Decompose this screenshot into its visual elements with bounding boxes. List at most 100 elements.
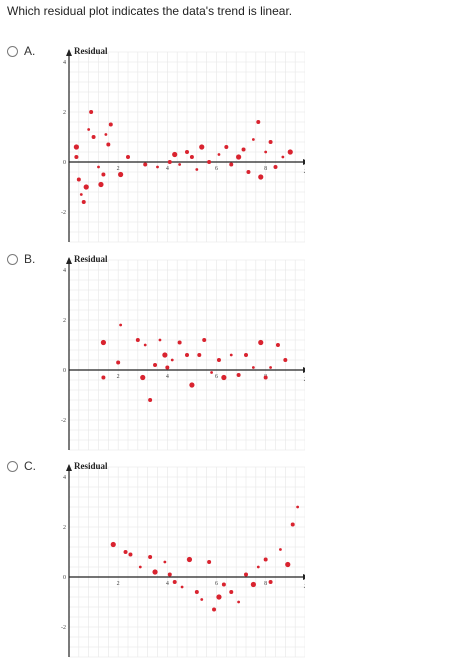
data-point xyxy=(143,162,148,167)
data-point xyxy=(135,338,140,342)
x-tick-label: 2 xyxy=(117,581,120,587)
data-point xyxy=(186,556,193,563)
data-point xyxy=(158,338,162,342)
data-point xyxy=(189,155,194,159)
data-point xyxy=(202,338,207,342)
y-tick-label: 0 xyxy=(63,160,66,166)
data-point xyxy=(210,371,213,374)
y-axis-arrow xyxy=(66,464,72,471)
data-point xyxy=(290,522,295,527)
data-point xyxy=(106,142,111,147)
y-tick-label: 4 xyxy=(63,268,66,274)
data-point xyxy=(251,366,255,369)
data-point xyxy=(216,358,221,362)
option-c[interactable]: C. Residual x 4 2 0 -2 2 4 6 8 xyxy=(0,459,457,659)
data-point xyxy=(251,138,255,141)
y-tick-label: 2 xyxy=(63,318,66,324)
y-axis-arrow xyxy=(66,257,72,264)
data-point xyxy=(287,149,293,155)
data-point xyxy=(185,353,189,357)
option-b-label: B. xyxy=(24,252,36,266)
data-point xyxy=(221,582,226,587)
x-axis-arrow xyxy=(303,159,305,165)
data-point xyxy=(273,165,278,169)
data-point xyxy=(256,120,261,124)
data-point xyxy=(126,155,130,159)
data-point xyxy=(152,569,158,575)
data-point xyxy=(200,598,204,601)
x-tick-label: 6 xyxy=(215,374,218,380)
y-tick-label: 2 xyxy=(63,525,66,531)
data-point xyxy=(212,607,217,612)
data-point xyxy=(207,160,212,164)
data-point xyxy=(195,168,199,171)
data-point xyxy=(221,374,227,381)
y-tick-label: -2 xyxy=(61,418,66,424)
data-point xyxy=(263,375,268,380)
option-a-radio[interactable] xyxy=(7,45,18,57)
data-point xyxy=(143,343,147,347)
data-point xyxy=(269,366,272,369)
data-point xyxy=(79,193,83,196)
x-tick-label: 2 xyxy=(117,166,120,172)
data-point xyxy=(241,147,246,152)
y-axis-arrow xyxy=(66,49,72,56)
data-point xyxy=(244,353,248,357)
data-point xyxy=(296,505,300,509)
data-point xyxy=(73,144,79,150)
option-a-residual-plot: Residual x 4 2 0 -2 2 4 6 8 xyxy=(61,46,305,243)
data-point xyxy=(178,163,182,166)
data-point xyxy=(224,145,229,149)
data-point xyxy=(163,560,167,564)
data-point xyxy=(229,590,234,594)
data-point xyxy=(81,200,86,204)
x-axis-label: x xyxy=(303,581,305,590)
data-point xyxy=(258,174,264,180)
y-axis-label: Residual xyxy=(74,46,108,56)
data-point xyxy=(76,177,81,182)
data-point xyxy=(194,590,199,594)
data-point xyxy=(138,565,142,569)
x-axis-label: x xyxy=(303,374,305,383)
data-point xyxy=(148,398,153,402)
data-point xyxy=(167,572,172,577)
data-point xyxy=(236,154,242,160)
y-tick-label: 4 xyxy=(63,475,66,481)
option-c-radio[interactable] xyxy=(7,460,18,472)
x-axis-arrow xyxy=(303,367,305,373)
data-point xyxy=(216,594,222,600)
data-point xyxy=(268,580,273,584)
data-point xyxy=(108,122,113,127)
x-tick-label: 2 xyxy=(117,374,120,380)
data-point xyxy=(170,358,174,362)
data-point xyxy=(74,155,79,159)
data-point xyxy=(244,572,248,577)
data-point xyxy=(167,160,172,164)
data-point xyxy=(165,365,170,370)
data-point xyxy=(101,375,106,380)
option-b-radio[interactable] xyxy=(7,253,18,265)
data-point xyxy=(180,585,184,589)
data-point xyxy=(83,184,89,190)
option-b-choice[interactable]: B. xyxy=(7,252,35,266)
y-tick-label: 0 xyxy=(63,368,66,374)
x-tick-label: 8 xyxy=(264,166,267,172)
option-c-choice[interactable]: C. xyxy=(7,459,36,473)
data-point xyxy=(119,323,123,327)
option-a[interactable]: A. Residual x 4 2 0 -2 2 4 6 8 xyxy=(0,44,457,244)
data-point xyxy=(110,541,116,548)
data-point xyxy=(172,151,178,158)
data-point xyxy=(237,600,241,604)
x-tick-label: 4 xyxy=(166,581,169,587)
data-point xyxy=(275,343,280,347)
data-point xyxy=(207,560,212,564)
option-a-choice[interactable]: A. xyxy=(7,44,35,58)
question-text: Which residual plot indicates the data's… xyxy=(7,4,293,18)
data-point xyxy=(285,561,291,568)
y-axis-label: Residual xyxy=(74,461,108,471)
y-tick-label: -2 xyxy=(61,625,66,631)
data-point xyxy=(116,360,121,365)
data-point xyxy=(148,555,153,559)
y-tick-label: 4 xyxy=(63,60,66,66)
